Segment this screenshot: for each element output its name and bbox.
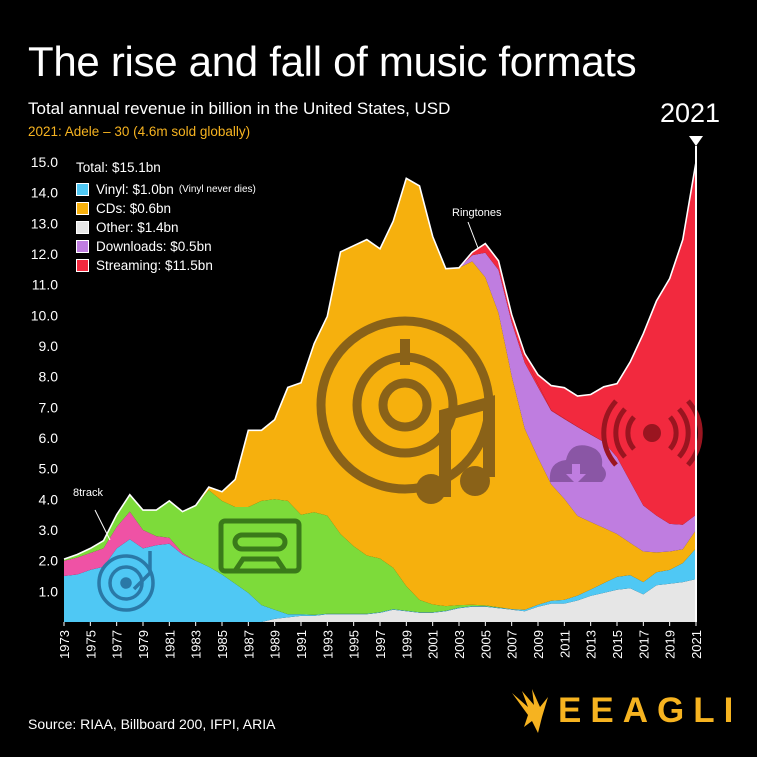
- x-tick-label: 1987: [241, 630, 256, 659]
- total-line: [63, 161, 697, 560]
- area-downloads: [64, 178, 696, 560]
- x-axis: 1973 1975 1977 1979 1981 1983 1985 1987 1989 1991…: [57, 622, 704, 659]
- x-tick-label: 2017: [636, 630, 651, 659]
- y-tick-label: 3.0: [39, 522, 59, 538]
- x-tick-label: 1991: [294, 630, 309, 659]
- x-tick-label: 2001: [426, 630, 441, 659]
- highlight-note: 2021: Adele – 30 (4.6m sold globally): [28, 124, 251, 139]
- y-tick-label: 6.0: [39, 430, 59, 446]
- callout-marker-icon: [689, 136, 703, 146]
- x-tick-label: 1993: [320, 630, 335, 659]
- x-tick-label: 1989: [268, 630, 283, 659]
- y-tick-label: 2.0: [39, 553, 59, 569]
- x-tick-label: 2021: [689, 630, 704, 659]
- y-tick-label: 11.0: [32, 277, 58, 293]
- legend-swatch: [76, 183, 89, 196]
- brand-logo: EEAGLI: [508, 687, 738, 735]
- legend-label: CDs: $0.6bn: [96, 201, 172, 216]
- x-tick-label: 1995: [347, 630, 362, 659]
- legend-swatch: [76, 240, 89, 253]
- y-tick-label: 4.0: [39, 491, 59, 507]
- year-callout: 2021: [660, 98, 721, 128]
- y-tick-label: 12.0: [31, 246, 58, 262]
- legend-swatch: [76, 202, 89, 215]
- legend-item-vinyl: Vinyl: $1.0bn (Vinyl never dies): [76, 180, 256, 199]
- chart-title: The rise and fall of music formats: [28, 38, 637, 85]
- y-tick-label: 15.0: [31, 154, 58, 170]
- annotation-ringtones-pointer: [467, 221, 479, 249]
- annotation-ringtones: Ringtones: [452, 207, 502, 219]
- area-other: [64, 579, 696, 622]
- eagle-logo-icon: [512, 689, 548, 733]
- annotation-8track-pointer: [94, 509, 111, 541]
- x-tick-label: 2009: [531, 630, 546, 659]
- legend-item-other: Other: $1.4bn: [76, 218, 256, 237]
- legend-label: Streaming: $11.5bn: [96, 258, 213, 273]
- area-8track: [64, 511, 696, 615]
- y-tick-label: 9.0: [39, 338, 59, 354]
- broadcast-icon: [601, 399, 703, 467]
- x-tick-label: 2003: [452, 630, 467, 659]
- legend-swatch: [76, 259, 89, 272]
- x-tick-label: 2015: [610, 630, 625, 659]
- annotation-8track: 8track: [73, 487, 103, 499]
- turntable-icon: [97, 551, 155, 612]
- legend-note: (Vinyl never dies): [178, 184, 256, 195]
- x-tick-label: 1985: [215, 630, 230, 659]
- y-tick-label: 7.0: [39, 399, 59, 415]
- x-tick-label: 2019: [663, 630, 678, 659]
- x-tick-label: 2011: [557, 630, 572, 658]
- y-axis: 1.0 2.0 3.0 4.0 5.0 6.0 7.0 8.0 9.0 10.0 11.0 12.0 1…: [31, 154, 58, 599]
- legend-label: Other: $1.4bn: [96, 220, 179, 235]
- legend-item-streaming: Streaming: $11.5bn: [76, 256, 256, 275]
- legend-item-downloads: Downloads: $0.5bn: [76, 237, 256, 256]
- legend: Total: $15.1bn Vinyl: $1.0bn (Vinyl neve…: [76, 160, 256, 275]
- x-tick-label: 1983: [189, 630, 204, 659]
- x-tick-label: 2007: [505, 630, 520, 659]
- x-tick-label: 1977: [110, 630, 125, 659]
- cassette-icon: [218, 518, 302, 574]
- legend-label: Vinyl: $1.0bn: [96, 182, 174, 197]
- legend-label: Downloads: $0.5bn: [96, 239, 212, 254]
- x-tick-label: 1979: [136, 630, 151, 659]
- x-tick-label: 1981: [162, 630, 177, 659]
- y-tick-label: 14.0: [31, 185, 58, 201]
- y-tick-label: 5.0: [39, 461, 59, 477]
- x-tick-label: 2013: [584, 630, 599, 659]
- brand-name: EEAGLI: [558, 691, 743, 730]
- total-outline: [63, 161, 697, 560]
- annotations-layer: 8track Ringtones: [73, 136, 703, 622]
- area-cds: [64, 178, 696, 610]
- legend-total: Total: $15.1bn: [76, 160, 161, 175]
- x-tick-label: 1973: [57, 630, 72, 659]
- legend-item-cds: CDs: $0.6bn: [76, 199, 256, 218]
- chart-subtitle: Total annual revenue in billion in the U…: [28, 99, 451, 118]
- x-tick-label: 1975: [83, 630, 98, 659]
- x-tick-label: 1997: [373, 630, 388, 659]
- y-tick-label: 1.0: [39, 583, 59, 599]
- cloud-download-icon: [549, 445, 606, 484]
- x-tick-label: 1999: [399, 630, 414, 659]
- icons-layer: [97, 316, 703, 612]
- area-vinyl: [64, 539, 696, 622]
- y-tick-label: 10.0: [31, 307, 58, 323]
- source-note: Source: RIAA, Billboard 200, IFPI, ARIA: [28, 716, 276, 732]
- y-tick-label: 8.0: [39, 369, 59, 385]
- y-tick-label: 13.0: [31, 215, 58, 231]
- x-tick-label: 2005: [478, 630, 493, 659]
- cd-music-icon: [316, 316, 495, 504]
- legend-swatch: [76, 221, 89, 234]
